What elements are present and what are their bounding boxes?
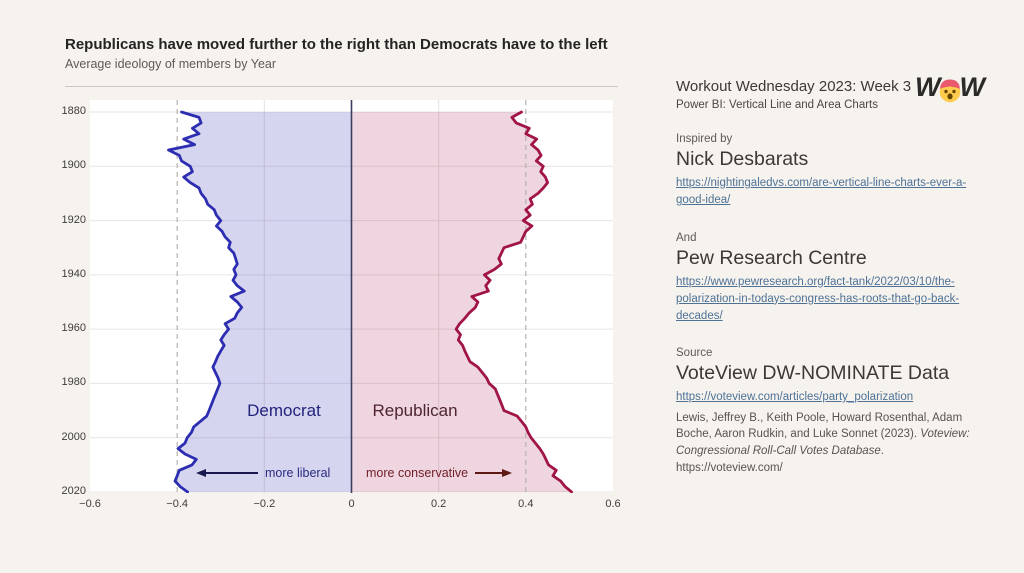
republican-series-label: Republican — [372, 401, 458, 420]
wow-logo: W W — [915, 72, 986, 102]
y-tick-label: 1880 — [61, 105, 86, 117]
y-tick-label: 1920 — [61, 213, 86, 226]
citation-part-italic: Voteview: Congressional Roll-Call Votes … — [676, 428, 970, 457]
x-tick-label: 0 — [348, 498, 355, 510]
democrat-line — [167, 110, 246, 493]
chart-subtitle: Average ideology of members by Year — [65, 57, 277, 71]
inspired-by-block: Inspired by Nick Desbarats https://night… — [676, 133, 984, 210]
right-arrow-icon — [475, 469, 513, 477]
header-divider — [65, 86, 618, 87]
x-tick-label: −0.2 — [253, 498, 276, 510]
x-tick-label: 0.4 — [518, 498, 534, 510]
wow-logo-left-w: W — [915, 72, 941, 102]
left-arrow-icon — [196, 469, 258, 477]
democrat-series-label: Democrat — [247, 401, 321, 420]
chart-title: Republicans have moved further to the ri… — [65, 36, 608, 53]
more-conservative-annotation: more conservative — [366, 466, 513, 480]
more-liberal-annotation: more liberal — [196, 466, 330, 480]
source-label: Source — [676, 347, 713, 360]
x-tick-label: −0.6 — [79, 498, 101, 510]
y-tick-label: 1980 — [61, 376, 86, 389]
more-liberal-label: more liberal — [265, 466, 331, 480]
citation-text: Lewis, Jeffrey B., Keith Poole, Howard R… — [676, 410, 984, 477]
voteview-link[interactable]: https://voteview.com/articles/party_pola… — [676, 391, 914, 404]
inspired-by-name: Nick Desbarats — [676, 148, 809, 170]
attribution-panel: Workout Wednesday 2023: Week 3 Power BI:… — [676, 74, 985, 476]
x-tick-label: 0.6 — [605, 498, 621, 510]
panel-header: Workout Wednesday 2023: Week 3 Power BI:… — [676, 74, 985, 112]
democrat-area — [168, 112, 352, 492]
y-tick-label: 1900 — [61, 159, 86, 172]
y-tick-label: 1940 — [61, 267, 86, 280]
source-block: Source VoteView DW-NOMINATE Data https:/… — [676, 347, 984, 476]
pew-research-name: Pew Research Centre — [676, 246, 867, 269]
pew-research-link[interactable]: https://www.pewresearch.org/fact-tank/20… — [676, 275, 960, 323]
wow-logo-right-w: W — [959, 72, 986, 102]
exploding-head-icon — [939, 79, 960, 102]
and-block: And Pew Research Centre https://www.pewr… — [676, 232, 984, 326]
nightingale-link[interactable]: https://nightingaledvs.com/are-vertical-… — [676, 177, 967, 207]
republican-line — [454, 110, 574, 493]
citation-part-1: Lewis, Jeffrey B., Keith Poole, Howard R… — [676, 411, 963, 441]
y-tick-label: 2000 — [61, 430, 86, 443]
source-name: VoteView DW-NOMINATE Data — [676, 362, 950, 385]
ideology-area-chart — [90, 100, 613, 493]
and-label: And — [676, 231, 697, 244]
y-tick-label: 1960 — [61, 322, 86, 335]
citation-part-2: . https://voteview.com/ — [676, 444, 884, 474]
republican-area — [351, 112, 572, 492]
plot-area — [90, 100, 613, 493]
workout-title: Workout Wednesday 2023: Week 3 — [676, 78, 912, 95]
y-tick-label: 2020 — [61, 485, 86, 497]
workout-subtitle: Power BI: Vertical Line and Area Charts — [676, 99, 878, 111]
more-conservative-label: more conservative — [366, 466, 469, 480]
x-tick-label: 0.2 — [431, 498, 447, 510]
inspired-by-label: Inspired by — [676, 133, 733, 145]
x-tick-label: −0.4 — [166, 498, 189, 510]
